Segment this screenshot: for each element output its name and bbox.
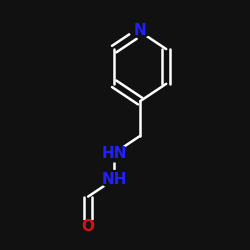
Ellipse shape	[100, 144, 128, 162]
Text: O: O	[82, 220, 95, 234]
Text: HN: HN	[102, 146, 127, 161]
Ellipse shape	[78, 220, 99, 234]
Ellipse shape	[100, 170, 128, 188]
Text: NH: NH	[102, 172, 127, 187]
Text: N: N	[134, 23, 146, 38]
Ellipse shape	[130, 24, 151, 37]
